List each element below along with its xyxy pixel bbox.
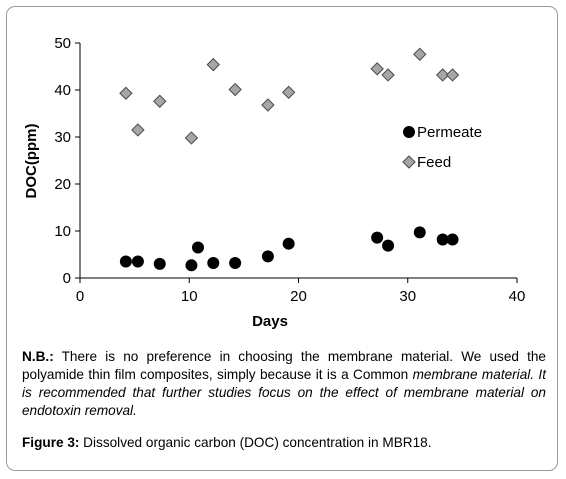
feed-point [370, 62, 384, 76]
permeate-point [382, 239, 395, 252]
scatter-chart: 0 10 20 30 40 50 0 10 20 30 40 Permeate Feed Days D… [23, 35, 525, 330]
figure-frame [6, 6, 558, 471]
permeate-point [229, 256, 242, 269]
permeate-point [185, 259, 198, 272]
permeate-point [413, 226, 426, 239]
feed-point [153, 94, 167, 108]
feed-point [445, 68, 460, 82]
feed-point [119, 86, 133, 100]
feed-point [381, 68, 395, 82]
x-tick-label: 0 [76, 288, 84, 305]
x-axis-title: Days [252, 313, 288, 330]
note-text: There is no preference in choosing the m… [22, 349, 546, 382]
legend-marker-permeate [403, 126, 415, 138]
y-tick-label: 30 [54, 129, 71, 146]
feed-point [413, 47, 427, 61]
feed-point [281, 85, 296, 100]
feed-point [436, 68, 450, 82]
feed-point [228, 82, 242, 97]
y-tick-label: 20 [54, 176, 71, 193]
permeate-point [119, 255, 132, 268]
permeate-point [446, 233, 459, 246]
permeate-point [371, 231, 384, 244]
chart-marks [119, 47, 460, 272]
caption-text: Dissolved organic carbon (DOC) concentra… [79, 435, 432, 450]
note-italic-text: membrane material. It is recommended tha… [22, 367, 546, 418]
chart-legend: Permeate Feed [402, 124, 482, 171]
permeate-point [261, 250, 274, 263]
feed-point [131, 123, 145, 137]
permeate-point [436, 233, 449, 246]
x-tick-label: 10 [181, 288, 198, 305]
y-tick-label: 10 [54, 223, 71, 240]
permeate-point [131, 255, 144, 268]
permeate-point [153, 257, 166, 270]
feed-point [184, 131, 199, 145]
legend-marker-feed [402, 155, 416, 169]
feed-point [206, 57, 220, 72]
permeate-point [207, 256, 220, 269]
y-tick-label: 0 [63, 270, 71, 287]
feed-point [261, 98, 275, 112]
note-label: N.B.: [22, 349, 54, 364]
permeate-point [191, 241, 204, 254]
legend-label-feed: Feed [417, 154, 451, 171]
y-tick-label: 50 [54, 35, 71, 52]
x-tick-label: 30 [399, 288, 416, 305]
permeate-point [282, 237, 295, 250]
y-axis-title: DOC(ppm) [23, 124, 40, 199]
x-tick-label: 40 [509, 288, 526, 305]
legend-label-permeate: Permeate [417, 124, 482, 141]
y-tick-label: 40 [54, 82, 71, 99]
caption-label: Figure 3: [22, 435, 80, 450]
x-tick-label: 20 [290, 288, 307, 305]
note-paragraph: N.B.: There is no preference in choosing… [22, 348, 546, 420]
figure-caption: Figure 3: Dissolved organic carbon (DOC)… [22, 434, 546, 452]
chart-axes: 0 10 20 30 40 50 0 10 20 30 40 [54, 35, 525, 305]
